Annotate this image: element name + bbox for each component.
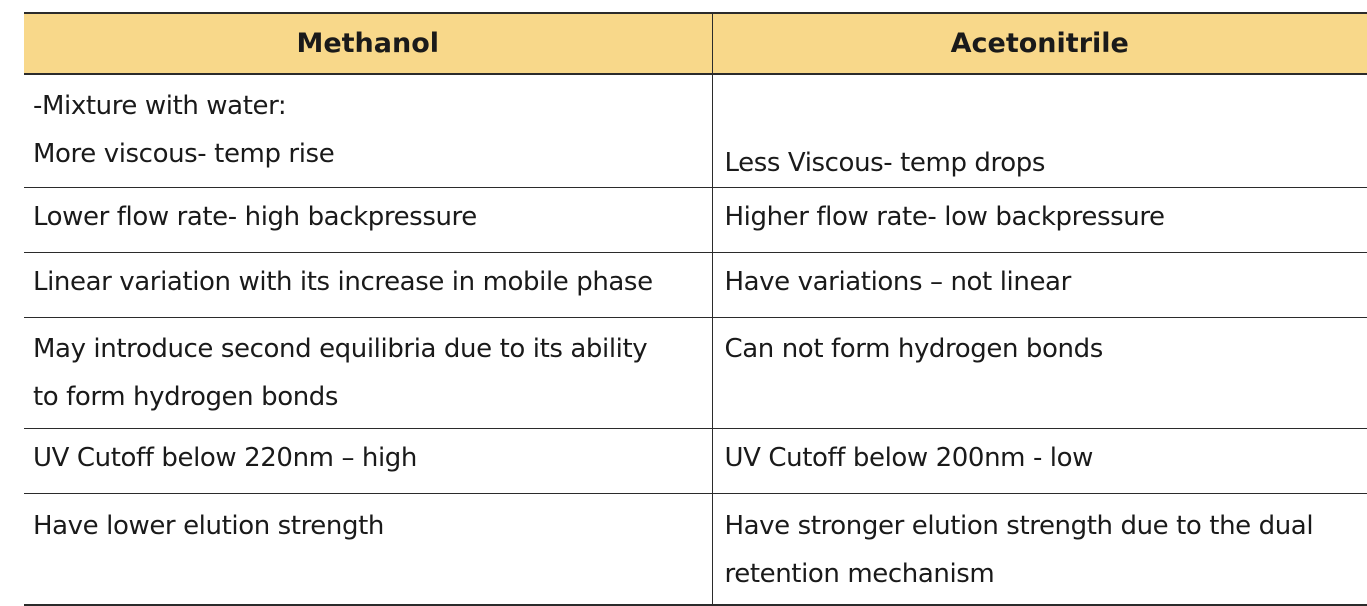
methanol-cell: Linear variation with its increase in mo…	[24, 253, 712, 318]
acetonitrile-cell: UV Cutoff below 200nm - low	[712, 429, 1367, 494]
cell-line: -Mixture with water:	[33, 82, 712, 130]
header-methanol: Methanol	[24, 13, 712, 74]
table-row: -Mixture with water: More viscous- temp …	[24, 74, 1367, 188]
comparison-table: Methanol Acetonitrile -Mixture with wate…	[24, 12, 1367, 606]
acetonitrile-cell: Less Viscous- temp drops	[712, 74, 1367, 188]
methanol-cell: -Mixture with water: More viscous- temp …	[24, 74, 712, 188]
comparison-table-container: Methanol Acetonitrile -Mixture with wate…	[24, 12, 1367, 606]
cell-line: UV Cutoff below 200nm - low	[725, 435, 1367, 481]
cell-line: retention mechanism	[725, 550, 1367, 598]
header-acetonitrile: Acetonitrile	[712, 13, 1367, 74]
acetonitrile-cell: Can not form hydrogen bonds	[712, 318, 1367, 429]
cell-line: Have variations – not linear	[725, 259, 1367, 305]
cell-line: Higher flow rate- low backpressure	[725, 194, 1367, 240]
acetonitrile-cell: Higher flow rate- low backpressure	[712, 188, 1367, 253]
acetonitrile-cell: Have variations – not linear	[712, 253, 1367, 318]
cell-line: May introduce second equilibria due to i…	[33, 325, 712, 373]
table-row: UV Cutoff below 220nm – high UV Cutoff b…	[24, 429, 1367, 494]
table-row: Linear variation with its increase in mo…	[24, 253, 1367, 318]
cell-line: Have stronger elution strength due to th…	[725, 502, 1367, 550]
cell-line: to form hydrogen bonds	[33, 373, 712, 421]
table-header-row: Methanol Acetonitrile	[24, 13, 1367, 74]
table-row: May introduce second equilibria due to i…	[24, 318, 1367, 429]
table-row: Lower flow rate- high backpressure Highe…	[24, 188, 1367, 253]
cell-line: Have lower elution strength	[33, 502, 712, 550]
methanol-cell: Have lower elution strength	[24, 494, 712, 606]
cell-line: UV Cutoff below 220nm – high	[33, 435, 712, 481]
cell-line: Linear variation with its increase in mo…	[33, 259, 712, 305]
methanol-cell: UV Cutoff below 220nm – high	[24, 429, 712, 494]
acetonitrile-cell: Have stronger elution strength due to th…	[712, 494, 1367, 606]
cell-line: Lower flow rate- high backpressure	[33, 194, 712, 240]
cell-line: Can not form hydrogen bonds	[725, 325, 1367, 373]
table-row: Have lower elution strength Have stronge…	[24, 494, 1367, 606]
methanol-cell: May introduce second equilibria due to i…	[24, 318, 712, 429]
cell-line: Less Viscous- temp drops	[725, 139, 1367, 187]
cell-line: More viscous- temp rise	[33, 130, 712, 178]
methanol-cell: Lower flow rate- high backpressure	[24, 188, 712, 253]
